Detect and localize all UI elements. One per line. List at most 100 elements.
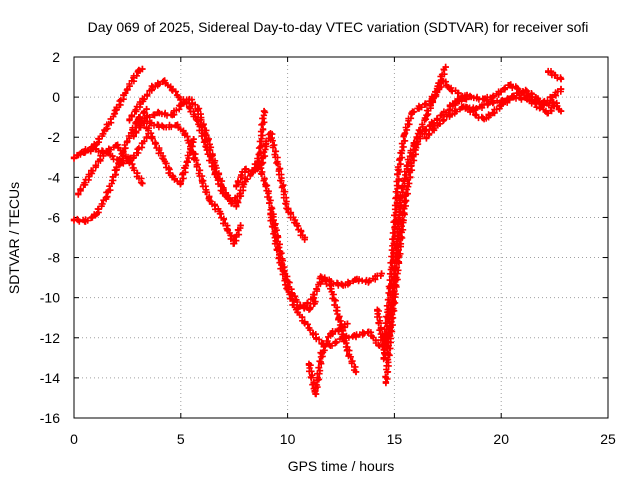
data-point [194, 105, 202, 113]
data-point [70, 154, 78, 161]
data-point [459, 103, 466, 111]
data-point [177, 180, 184, 187]
data-point [352, 368, 360, 376]
data-point [186, 95, 193, 103]
data-point [139, 65, 146, 73]
y-tick-label: -10 [40, 290, 60, 306]
data-point [438, 111, 445, 119]
x-tick-label: 0 [70, 431, 78, 447]
data-point [124, 85, 131, 93]
data-point [169, 85, 176, 93]
data-point [536, 103, 543, 111]
series-track-16 [374, 77, 462, 354]
data-point [365, 278, 372, 285]
data-point [433, 121, 441, 129]
data-point [233, 202, 240, 209]
data-point [468, 93, 475, 101]
data-point [130, 154, 138, 161]
data-point [139, 180, 146, 187]
data-point [81, 218, 88, 225]
data-point [267, 130, 274, 137]
data-point [130, 132, 138, 139]
data-point [442, 63, 449, 71]
data-point [70, 216, 78, 223]
y-tick-label: 0 [52, 89, 60, 105]
data-point [117, 160, 125, 167]
data-point [151, 140, 159, 147]
series-track-9 [233, 130, 309, 243]
data-point [102, 126, 110, 133]
data-point [139, 97, 146, 105]
data-point [436, 79, 443, 87]
data-point [401, 198, 409, 205]
series-track-15 [318, 270, 385, 289]
data-point [254, 158, 261, 165]
data-point [352, 332, 360, 339]
data-point [335, 314, 343, 321]
data-point [485, 99, 492, 107]
data-point [365, 328, 372, 335]
data-point [198, 178, 206, 185]
data-point [256, 150, 264, 157]
data-point [327, 278, 334, 285]
data-point [113, 166, 120, 173]
data-point [429, 97, 437, 105]
data-point [305, 360, 313, 368]
data-point [310, 294, 317, 301]
data-point [344, 320, 351, 327]
data-point [395, 254, 402, 261]
y-axis-label: SDTVAR / TECUs [6, 182, 22, 294]
series-track-4 [77, 134, 150, 167]
x-tick-label: 25 [600, 431, 616, 447]
data-point [553, 99, 560, 107]
data-point [510, 93, 518, 101]
x-axis-label: GPS time / hours [288, 458, 395, 474]
data-point [301, 302, 308, 309]
data-point [446, 85, 454, 93]
data-point [211, 162, 219, 169]
data-point [374, 306, 381, 313]
data-point [92, 212, 99, 219]
data-point [207, 198, 214, 205]
data-point [310, 330, 317, 337]
data-point [318, 274, 325, 281]
data-point [352, 276, 360, 283]
data-point [134, 67, 142, 75]
data-point [203, 132, 210, 139]
data-point [557, 107, 565, 115]
data-point [113, 142, 120, 149]
data-point [408, 162, 415, 169]
data-point [92, 146, 99, 153]
data-point [489, 109, 496, 117]
data-point [523, 95, 531, 103]
data-point [423, 111, 430, 119]
series-track-21 [423, 92, 560, 142]
data-point [446, 111, 454, 119]
data-point [284, 206, 291, 213]
data-point [87, 170, 95, 177]
data-point [327, 342, 334, 349]
data-point [515, 89, 522, 97]
data-point [216, 208, 223, 215]
data-point [160, 123, 167, 131]
data-point [260, 107, 268, 115]
grid-lines [74, 57, 608, 418]
data-point [241, 166, 249, 173]
data-point [77, 150, 84, 157]
x-tick-label: 5 [177, 431, 185, 447]
data-point [397, 194, 405, 201]
data-point [312, 390, 319, 398]
series-track-14 [305, 320, 351, 398]
data-point [263, 140, 270, 147]
data-point [551, 71, 558, 79]
data-point [263, 182, 270, 189]
y-tick-label: -8 [48, 250, 61, 266]
series-track-6 [130, 95, 244, 207]
data-point [378, 270, 385, 277]
data-point [557, 75, 565, 83]
data-point [160, 77, 167, 85]
data-point [149, 83, 157, 91]
data-point [147, 119, 155, 127]
y-tick-label: -4 [48, 169, 61, 185]
plot-frame [73, 56, 609, 419]
